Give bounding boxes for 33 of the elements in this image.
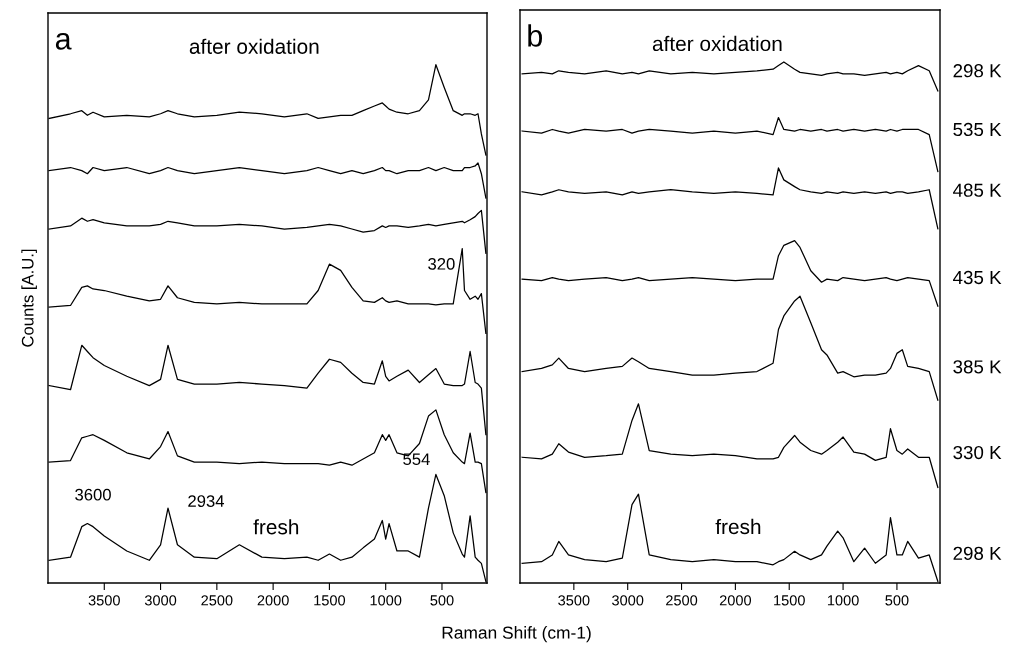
annotation: 3600: [75, 488, 111, 501]
series-label: 435 K: [953, 270, 1002, 285]
annotation: 554: [403, 453, 430, 466]
x-tick-label: 1000: [827, 595, 859, 606]
x-tick-label: 3000: [612, 595, 644, 606]
x-tick-label: 3500: [558, 595, 590, 606]
x-tick-label: 2500: [666, 595, 698, 606]
series-label: 298 K: [953, 64, 1002, 78]
x-axis-title: Raman Shift (cm-1): [442, 626, 591, 643]
annotation: fresh: [253, 519, 299, 535]
x-tick-label: 500: [430, 595, 454, 606]
text: after oxidation: [652, 35, 782, 52]
x-tick-label: 1000: [370, 595, 402, 606]
series-label: 330 K: [953, 445, 1002, 460]
x-tick-label: 500: [885, 595, 909, 606]
series-label: 535 K: [953, 122, 1002, 137]
annotation: 320: [428, 257, 455, 270]
text: a: [55, 32, 72, 50]
x-tick-label: 1500: [314, 595, 346, 606]
x-tick-label: 2000: [257, 595, 289, 606]
text: b: [528, 24, 543, 47]
x-tick-label: 3500: [88, 595, 120, 606]
x-tick-label: 2500: [201, 595, 233, 606]
annotation: fresh: [715, 518, 761, 535]
series-label: 485 K: [953, 183, 1002, 197]
text: after oxidation: [189, 38, 319, 54]
annotation: 2934: [188, 495, 225, 507]
x-tick-label: 1500: [774, 595, 805, 606]
series-label: 298 K: [953, 546, 1002, 560]
series-label: 385 K: [953, 360, 1002, 374]
x-tick-label: 2000: [719, 595, 752, 606]
y-axis-title: Counts [A.U.]: [21, 249, 37, 347]
x-tick-label: 3000: [144, 595, 177, 606]
